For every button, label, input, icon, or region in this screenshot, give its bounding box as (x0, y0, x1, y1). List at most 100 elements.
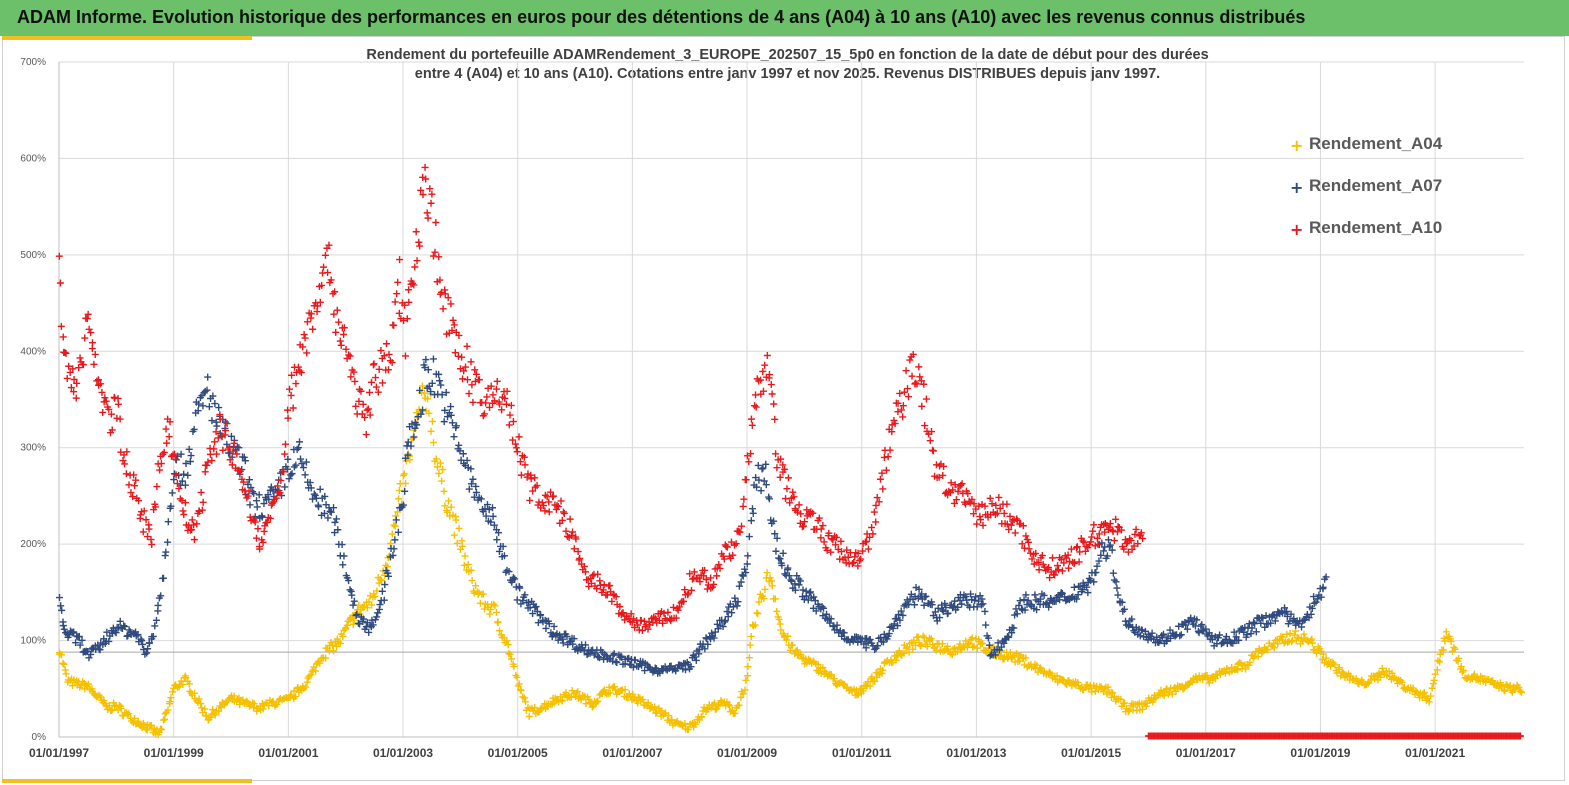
data-point-rendement_a04 (550, 699, 558, 707)
data-point-rendement_a10 (540, 502, 548, 510)
data-point-rendement_a10 (439, 305, 447, 313)
data-point-rendement_a07 (295, 438, 303, 446)
data-point-rendement_a10 (793, 508, 801, 516)
data-point-rendement_a10 (854, 549, 862, 557)
data-point-rendement_a07 (934, 604, 942, 612)
data-point-rendement_a10 (386, 357, 394, 365)
data-point-rendement_a10 (63, 374, 71, 382)
data-point-rendement_a10 (391, 298, 399, 306)
data-point-rendement_a07 (1057, 589, 1065, 597)
data-point-rendement_a10 (890, 416, 898, 424)
data-point-rendement_a10 (203, 461, 211, 469)
data-point-rendement_a04 (745, 654, 753, 662)
data-point-rendement_a10 (619, 609, 627, 617)
data-point-rendement_a07 (1073, 595, 1081, 603)
data-point-rendement_a10 (284, 406, 292, 414)
data-point-rendement_a07 (1319, 583, 1327, 591)
data-point-rendement_a10 (197, 488, 205, 496)
data-point-rendement_a10 (333, 306, 341, 314)
data-point-rendement_a07 (241, 457, 249, 465)
data-point-rendement_a10 (289, 404, 297, 412)
data-point-rendement_a04 (476, 599, 484, 607)
data-point-rendement_a07 (359, 615, 367, 623)
data-point-rendement_a07 (255, 491, 263, 499)
data-point-rendement_a10 (401, 352, 409, 360)
data-point-rendement_a07 (267, 483, 275, 491)
data-point-rendement_a04 (665, 712, 673, 720)
data-point-rendement_a07 (287, 471, 295, 479)
data-point-rendement_a10 (455, 331, 463, 339)
data-point-rendement_a10 (72, 394, 80, 402)
data-point-rendement_a07 (380, 596, 388, 604)
data-point-rendement_a04 (439, 466, 447, 474)
data-point-rendement_a10 (557, 497, 565, 505)
data-point-rendement_a04 (1431, 670, 1439, 678)
data-point-rendement_a04 (897, 650, 905, 658)
data-point-rendement_a07 (365, 628, 373, 636)
chart-frame (2, 36, 1565, 781)
data-point-rendement_a10 (1117, 526, 1125, 534)
data-point-rendement_a04 (453, 539, 461, 547)
data-point-rendement_a10 (939, 471, 947, 479)
data-point-rendement_a07 (1308, 604, 1316, 612)
data-point-rendement_a07 (1084, 589, 1092, 597)
data-point-rendement_a10 (872, 518, 880, 526)
data-point-rendement_a07 (1074, 591, 1082, 599)
data-point-rendement_a07 (331, 518, 339, 526)
x-tick-label: 01/01/2017 (1176, 746, 1236, 760)
data-point-rendement_a04 (179, 681, 187, 689)
data-point-rendement_a07 (833, 621, 841, 629)
data-point-rendement_a10 (580, 562, 588, 570)
data-point-rendement_a10 (307, 310, 315, 318)
data-point-rendement_a07 (771, 530, 779, 538)
data-point-rendement_a04 (555, 698, 563, 706)
data-point-rendement_a04 (960, 642, 968, 650)
data-point-rendement_a07 (310, 490, 318, 498)
data-point-rendement_a07 (795, 581, 803, 589)
data-point-rendement_a07 (827, 615, 835, 623)
data-point-rendement_a10 (781, 465, 789, 473)
data-point-rendement_a07 (1103, 552, 1111, 560)
data-point-rendement_a07 (437, 381, 445, 389)
data-point-rendement_a07 (1197, 622, 1205, 630)
data-point-rendement_a10 (848, 560, 856, 568)
data-point-rendement_a07 (330, 504, 338, 512)
data-point-rendement_a04 (1284, 638, 1292, 646)
data-point-rendement_a10 (581, 568, 589, 576)
data-point-rendement_a07 (140, 646, 148, 654)
data-point-rendement_a07 (1138, 626, 1146, 634)
data-point-rendement_a04 (916, 641, 924, 649)
data-point-rendement_a04 (185, 680, 193, 688)
data-point-rendement_a10 (76, 354, 84, 362)
data-point-rendement_a10 (102, 397, 110, 405)
data-point-rendement_a07 (315, 503, 323, 511)
data-point-rendement_a10 (702, 575, 710, 583)
data-point-rendement_a10 (713, 572, 721, 580)
data-point-rendement_a10 (417, 186, 425, 194)
legend-label-a07: Rendement_A07 (1309, 176, 1443, 195)
data-point-rendement_a10 (105, 405, 113, 413)
data-point-rendement_a10 (444, 294, 452, 302)
data-point-rendement_a10 (954, 488, 962, 495)
data-point-rendement_a10 (734, 527, 742, 535)
data-point-rendement_a10 (896, 389, 904, 397)
data-point-rendement_a07 (151, 622, 159, 630)
data-point-rendement_a10 (498, 406, 506, 414)
data-point-rendement_a10 (993, 509, 1001, 517)
data-point-rendement_a07 (87, 650, 95, 658)
data-point-rendement_a04 (704, 706, 712, 714)
data-point-rendement_a10 (70, 375, 78, 383)
data-point-rendement_a04 (611, 683, 619, 691)
data-point-rendement_a10 (284, 414, 292, 422)
data-point-rendement_a10 (674, 606, 682, 614)
data-point-rendement_a07 (541, 616, 549, 624)
data-point-rendement_a07 (448, 419, 456, 427)
data-point-rendement_a10 (566, 515, 574, 523)
data-point-rendement_a10 (700, 572, 708, 580)
data-point-rendement_a10 (480, 410, 488, 418)
data-point-rendement_a07 (1148, 629, 1156, 637)
data-point-rendement_a10 (408, 279, 416, 287)
data-point-rendement_a10 (325, 241, 333, 249)
data-point-rendement_a04 (1279, 633, 1287, 641)
data-point-rendement_a10 (396, 256, 404, 264)
